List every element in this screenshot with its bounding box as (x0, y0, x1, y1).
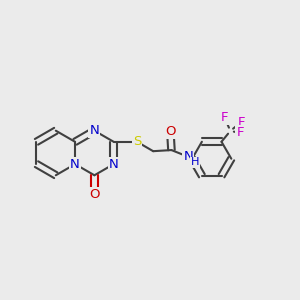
Text: N: N (183, 150, 193, 163)
Text: F: F (236, 126, 244, 140)
Text: O: O (89, 188, 100, 201)
Text: N: N (70, 158, 80, 171)
Text: N: N (89, 124, 99, 137)
Text: F: F (237, 116, 245, 129)
Text: H: H (190, 157, 199, 167)
Text: S: S (133, 135, 141, 148)
Text: F: F (221, 111, 228, 124)
Text: N: N (109, 158, 118, 171)
Text: O: O (165, 124, 175, 138)
